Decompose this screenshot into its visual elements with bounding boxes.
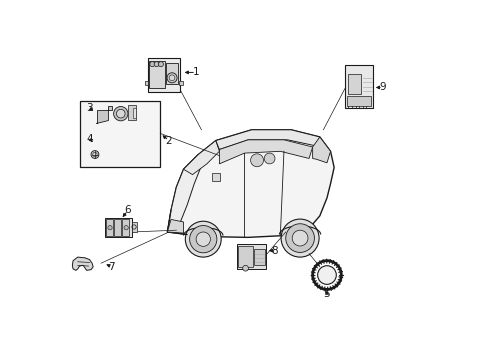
Bar [236, 244, 265, 269]
Circle shape [116, 109, 125, 118]
Bar [165, 63, 178, 84]
Text: 2: 2 [165, 136, 172, 145]
Bar [238, 246, 252, 267]
Bar [179, 81, 183, 85]
Polygon shape [312, 137, 330, 163]
Bar [347, 74, 361, 94]
Bar [147, 58, 180, 92]
Circle shape [189, 226, 217, 253]
Circle shape [292, 230, 307, 246]
Polygon shape [72, 257, 93, 270]
Bar [114, 220, 121, 235]
Bar [149, 61, 164, 88]
Circle shape [317, 266, 336, 284]
Polygon shape [96, 107, 112, 123]
Text: 7: 7 [108, 262, 115, 272]
Circle shape [149, 62, 155, 67]
Bar [128, 105, 136, 120]
Text: 3: 3 [86, 103, 93, 113]
Circle shape [185, 221, 221, 257]
Circle shape [250, 154, 263, 167]
Circle shape [167, 73, 177, 83]
Circle shape [93, 152, 97, 157]
Text: 8: 8 [271, 246, 277, 256]
Bar [80, 101, 160, 167]
Polygon shape [219, 140, 312, 164]
Text: 9: 9 [379, 82, 386, 93]
Circle shape [264, 153, 274, 164]
Polygon shape [167, 220, 183, 233]
Polygon shape [183, 140, 219, 175]
Polygon shape [167, 155, 201, 232]
Bar [211, 173, 220, 181]
Text: 4: 4 [86, 134, 93, 144]
Bar [344, 65, 372, 108]
Bar [131, 222, 137, 232]
Circle shape [113, 107, 128, 121]
Bar [253, 249, 264, 265]
Circle shape [169, 75, 175, 81]
Circle shape [91, 150, 99, 158]
Circle shape [154, 62, 159, 67]
Bar [346, 96, 370, 107]
Text: 5: 5 [323, 289, 329, 299]
Circle shape [124, 226, 128, 230]
Circle shape [281, 219, 319, 257]
Bar [132, 108, 136, 118]
Circle shape [108, 226, 112, 230]
Polygon shape [215, 130, 319, 149]
Circle shape [158, 62, 163, 67]
Bar [106, 220, 113, 235]
Text: 6: 6 [124, 206, 131, 216]
Bar [104, 218, 131, 237]
Text: 1: 1 [192, 67, 199, 77]
Bar [122, 220, 128, 235]
Circle shape [285, 224, 314, 252]
Bar [144, 81, 148, 85]
Polygon shape [167, 130, 333, 237]
Circle shape [242, 265, 248, 271]
Circle shape [196, 232, 210, 246]
